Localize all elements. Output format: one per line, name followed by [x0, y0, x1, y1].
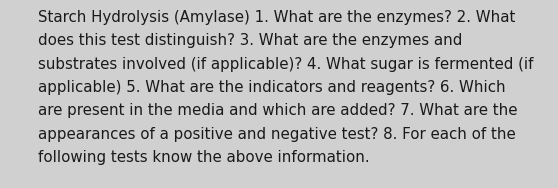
Text: Starch Hydrolysis (Amylase) 1. What are the enzymes? 2. What: Starch Hydrolysis (Amylase) 1. What are …: [38, 10, 516, 25]
Text: does this test distinguish? 3. What are the enzymes and: does this test distinguish? 3. What are …: [38, 33, 463, 48]
Text: substrates involved (if applicable)? 4. What sugar is fermented (if: substrates involved (if applicable)? 4. …: [38, 57, 533, 72]
Text: appearances of a positive and negative test? 8. For each of the: appearances of a positive and negative t…: [38, 127, 516, 142]
Text: applicable) 5. What are the indicators and reagents? 6. Which: applicable) 5. What are the indicators a…: [38, 80, 506, 95]
Text: are present in the media and which are added? 7. What are the: are present in the media and which are a…: [38, 103, 517, 118]
Text: following tests know the above information.: following tests know the above informati…: [38, 150, 369, 165]
